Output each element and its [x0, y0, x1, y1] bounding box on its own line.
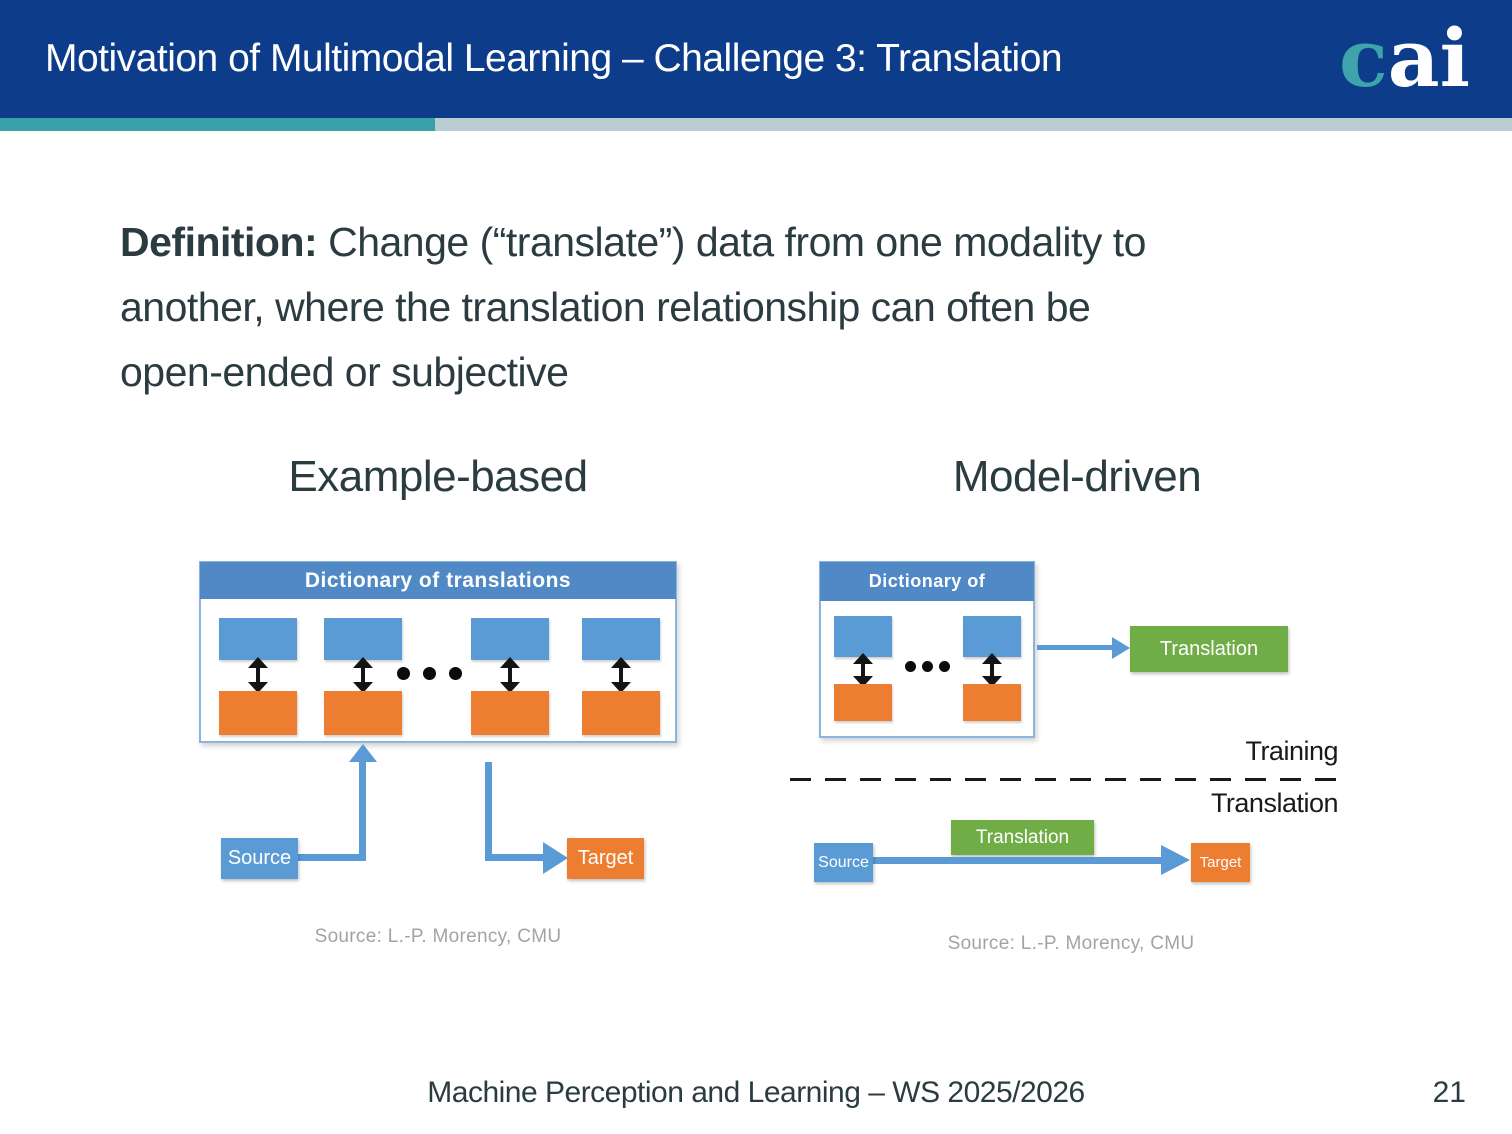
phase-divider-dashed-line [790, 778, 1339, 781]
right-arrowhead-icon [1161, 845, 1190, 875]
source-box: Source [221, 838, 298, 879]
double-arrow-icon [497, 657, 523, 693]
example-dictionary-box: Dictionary of translations [199, 561, 677, 743]
modality-b-rect [834, 684, 892, 721]
cai-logo: cai [1339, 2, 1470, 114]
example-dictionary-title: Dictionary of translations [200, 562, 676, 599]
source-connector-line [359, 760, 366, 861]
right-attribution: Source: L.-P. Morency, CMU [947, 933, 1195, 954]
page-number: 21 [1432, 1076, 1466, 1109]
modality-a-rect [582, 618, 660, 660]
model-dictionary-box: Dictionary of translations [819, 561, 1035, 738]
definition-label: Definition: [120, 219, 318, 265]
double-arrow-icon [245, 657, 271, 693]
footer-course-title: Machine Perception and Learning – WS 202… [427, 1076, 1085, 1109]
definition-line-2: another, where the translation relations… [120, 284, 1091, 330]
accent-line-gray [435, 118, 1512, 131]
slide-title: Motivation of Multimodal Learning – Chal… [45, 37, 1063, 80]
modality-b-rect [324, 691, 402, 735]
target-box: Target [567, 838, 644, 879]
translation-label: Translation [1210, 788, 1339, 818]
source-box: Source [814, 843, 873, 882]
heading-example-based: Example-based [288, 452, 588, 501]
double-arrow-icon [979, 653, 1005, 687]
modality-b-rect [219, 691, 297, 735]
modality-a-rect [324, 618, 402, 660]
modality-a-rect [834, 616, 892, 657]
translation-arrow-line [872, 857, 1164, 864]
up-arrowhead-icon [349, 744, 377, 762]
definition-line-3: open-ended or subjective [120, 349, 569, 395]
source-connector-line [298, 854, 366, 861]
definition-line-1-rest: Change (“translate”) data from one modal… [317, 219, 1146, 265]
heading-model-driven: Model-driven [952, 452, 1202, 501]
translation-model-box: Translation model [951, 820, 1094, 883]
target-connector-line [485, 762, 492, 861]
modality-a-rect [219, 618, 297, 660]
model-dictionary-title: Dictionary of translations [820, 562, 1034, 630]
modality-a-rect [963, 616, 1021, 657]
definition-text: Definition: Change (“translate”) data fr… [120, 210, 1420, 405]
cai-logo-ai: ai [1387, 11, 1470, 105]
modality-b-rect [471, 691, 549, 735]
modality-b-rect [963, 684, 1021, 721]
double-arrow-icon [850, 653, 876, 687]
double-arrow-icon [608, 657, 634, 693]
right-arrowhead-icon [1112, 637, 1130, 659]
ellipsis-dots-icon [905, 661, 950, 672]
target-box: Target [1191, 843, 1250, 882]
accent-line-teal [0, 118, 435, 131]
header-bar: Motivation of Multimodal Learning – Chal… [0, 0, 1512, 118]
cai-logo-c: c [1339, 11, 1388, 105]
left-attribution: Source: L.-P. Morency, CMU [314, 926, 562, 947]
definition-line-1: Definition: Change (“translate”) data fr… [120, 210, 1420, 275]
double-arrow-icon [350, 657, 376, 693]
modality-b-rect [582, 691, 660, 735]
modality-a-rect [471, 618, 549, 660]
training-label: Training [1245, 736, 1338, 766]
right-arrowhead-icon [543, 842, 568, 874]
target-connector-line [485, 854, 545, 861]
training-arrow-line [1037, 645, 1113, 650]
translation-model-box: Translation model [1130, 626, 1288, 706]
ellipsis-dots-icon [397, 667, 462, 680]
